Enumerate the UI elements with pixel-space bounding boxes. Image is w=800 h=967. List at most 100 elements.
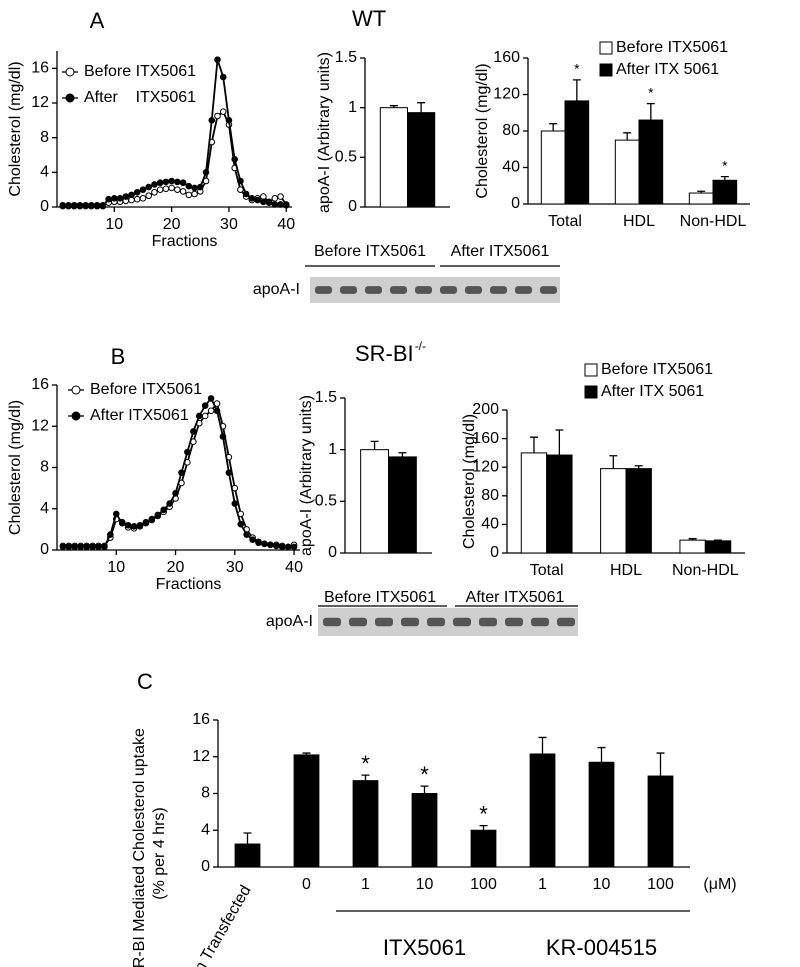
y-tick-label: 1 bbox=[328, 441, 337, 458]
error-bar bbox=[389, 105, 398, 108]
point bbox=[133, 195, 141, 203]
y-tick-label: 80 bbox=[502, 122, 520, 139]
legend-label: Before ITX5061 bbox=[90, 381, 202, 398]
error-bar bbox=[572, 79, 581, 101]
point bbox=[195, 412, 203, 420]
blot-band bbox=[349, 617, 367, 627]
bar bbox=[379, 107, 408, 208]
error-bar bbox=[417, 102, 426, 113]
point bbox=[76, 202, 84, 210]
point bbox=[178, 469, 185, 476]
point bbox=[219, 73, 227, 81]
blot-band bbox=[531, 617, 549, 627]
y-axis-label: apoA-I (Arbitrary units) bbox=[298, 395, 315, 556]
y-tick-label: 1.5 bbox=[315, 389, 337, 406]
point bbox=[191, 190, 198, 198]
x-tick-label: 0 bbox=[302, 876, 311, 893]
point bbox=[168, 177, 175, 185]
point bbox=[191, 184, 198, 192]
legend-marker bbox=[71, 385, 81, 395]
point bbox=[88, 202, 95, 210]
blot-band bbox=[465, 286, 482, 294]
series-line bbox=[62, 59, 287, 208]
y-tick-label: 120 bbox=[472, 458, 499, 475]
point bbox=[59, 543, 67, 551]
significance: * bbox=[722, 157, 728, 173]
point bbox=[290, 543, 298, 551]
x-tick-label: 10 bbox=[416, 876, 434, 893]
y-axis-label: (% per 4 hrs) bbox=[151, 807, 168, 899]
y-tick-label: 40 bbox=[481, 516, 499, 533]
y-axis-label: Cholesterol (mg/dl) bbox=[461, 414, 478, 549]
point bbox=[145, 183, 153, 191]
panel-title-sup: -/- bbox=[415, 339, 426, 353]
blot-band bbox=[440, 286, 457, 294]
point bbox=[213, 407, 221, 415]
bar bbox=[600, 468, 627, 554]
significance: * bbox=[420, 762, 429, 787]
y-tick-label: 16 bbox=[31, 60, 49, 77]
y-tick-label: 0 bbox=[328, 544, 337, 561]
y-tick-label: 8 bbox=[201, 785, 210, 802]
y-tick-label: 4 bbox=[201, 821, 210, 838]
point bbox=[148, 515, 156, 523]
bar bbox=[588, 761, 615, 868]
significance: * bbox=[479, 801, 488, 826]
point bbox=[185, 182, 193, 190]
y-tick-label: 12 bbox=[31, 417, 49, 434]
y-tick-label: 0.5 bbox=[315, 493, 337, 510]
blot-band bbox=[340, 286, 357, 294]
point bbox=[219, 108, 227, 115]
bar bbox=[638, 119, 664, 205]
point bbox=[278, 543, 286, 551]
blot-band bbox=[415, 286, 432, 294]
blot-band bbox=[453, 617, 471, 627]
x-tick-label: Non Transfected bbox=[181, 883, 254, 967]
bar bbox=[712, 179, 738, 205]
x-axis-label: Fractions bbox=[152, 233, 218, 250]
point bbox=[225, 117, 233, 124]
x-tick-label: Non-HDL bbox=[680, 213, 747, 230]
y-tick-label: 160 bbox=[493, 49, 520, 66]
y-tick-label: 4 bbox=[40, 500, 49, 517]
y-tick-label: 80 bbox=[481, 487, 499, 504]
point bbox=[277, 193, 284, 200]
y-axis-label: Cholesterol (mg/dl) bbox=[7, 61, 24, 196]
y-tick-label: 12 bbox=[192, 748, 210, 765]
significance: * bbox=[361, 751, 370, 776]
group-label: KR-004515 bbox=[546, 935, 657, 960]
x-tick-label: Total bbox=[530, 562, 564, 579]
point bbox=[101, 543, 108, 551]
point bbox=[118, 519, 126, 527]
x-tick-label: 20 bbox=[163, 216, 181, 233]
bar bbox=[411, 793, 438, 868]
error-bar bbox=[688, 538, 697, 541]
point bbox=[184, 448, 191, 456]
legend-label: After ITX 5061 bbox=[601, 383, 704, 400]
point bbox=[260, 198, 267, 206]
bar bbox=[352, 780, 379, 868]
point bbox=[168, 184, 175, 192]
blot-band bbox=[375, 617, 393, 627]
bar bbox=[625, 468, 652, 554]
legend-swatch bbox=[584, 363, 598, 377]
legend-label: Before ITX5061 bbox=[84, 63, 196, 80]
point bbox=[136, 521, 144, 529]
blot-band bbox=[505, 617, 523, 627]
x-tick-label: 10 bbox=[593, 876, 611, 893]
y-tick-label: 16 bbox=[31, 376, 49, 393]
error-bar bbox=[609, 455, 618, 469]
point bbox=[139, 186, 147, 193]
point bbox=[105, 195, 112, 203]
y-tick-label: 120 bbox=[493, 86, 520, 103]
point bbox=[271, 195, 279, 202]
bar bbox=[529, 753, 556, 868]
point bbox=[174, 186, 181, 193]
significance: * bbox=[648, 84, 654, 100]
point bbox=[254, 196, 261, 204]
point bbox=[242, 190, 250, 198]
blot-band bbox=[557, 617, 575, 627]
legend-marker bbox=[65, 67, 75, 77]
point bbox=[111, 195, 118, 202]
